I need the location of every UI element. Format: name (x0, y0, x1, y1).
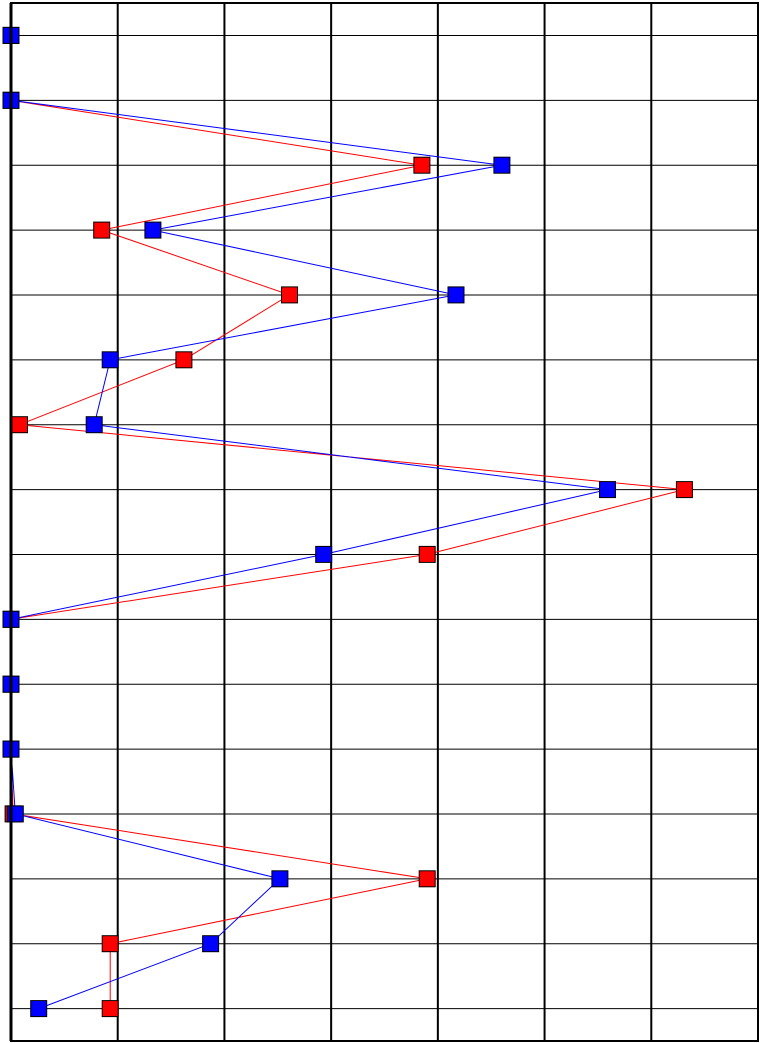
data-point (413, 156, 431, 174)
data-point (93, 221, 111, 239)
data-point (675, 481, 693, 499)
data-point (271, 870, 289, 888)
grid (11, 3, 758, 1041)
series-1 (2, 26, 693, 1018)
data-point (101, 351, 119, 369)
data-point (11, 416, 28, 434)
series-2 (2, 26, 616, 1018)
data-point (30, 1000, 48, 1018)
data-point (101, 935, 119, 953)
plot-frame (10, 2, 759, 1042)
data-point (101, 1000, 119, 1018)
data-point (315, 545, 333, 563)
data-point (85, 416, 103, 434)
axes (9, 2, 759, 1042)
data-point (281, 286, 298, 304)
data-point (175, 351, 193, 369)
data-point (599, 481, 616, 499)
data-point (144, 221, 162, 239)
series-line (10, 35, 685, 1009)
data-point (418, 545, 436, 563)
data-point (493, 156, 511, 174)
series-layer (2, 26, 693, 1018)
data-point (418, 870, 436, 888)
data-point (447, 286, 465, 304)
data-point (202, 935, 220, 953)
series-line (10, 35, 608, 1010)
